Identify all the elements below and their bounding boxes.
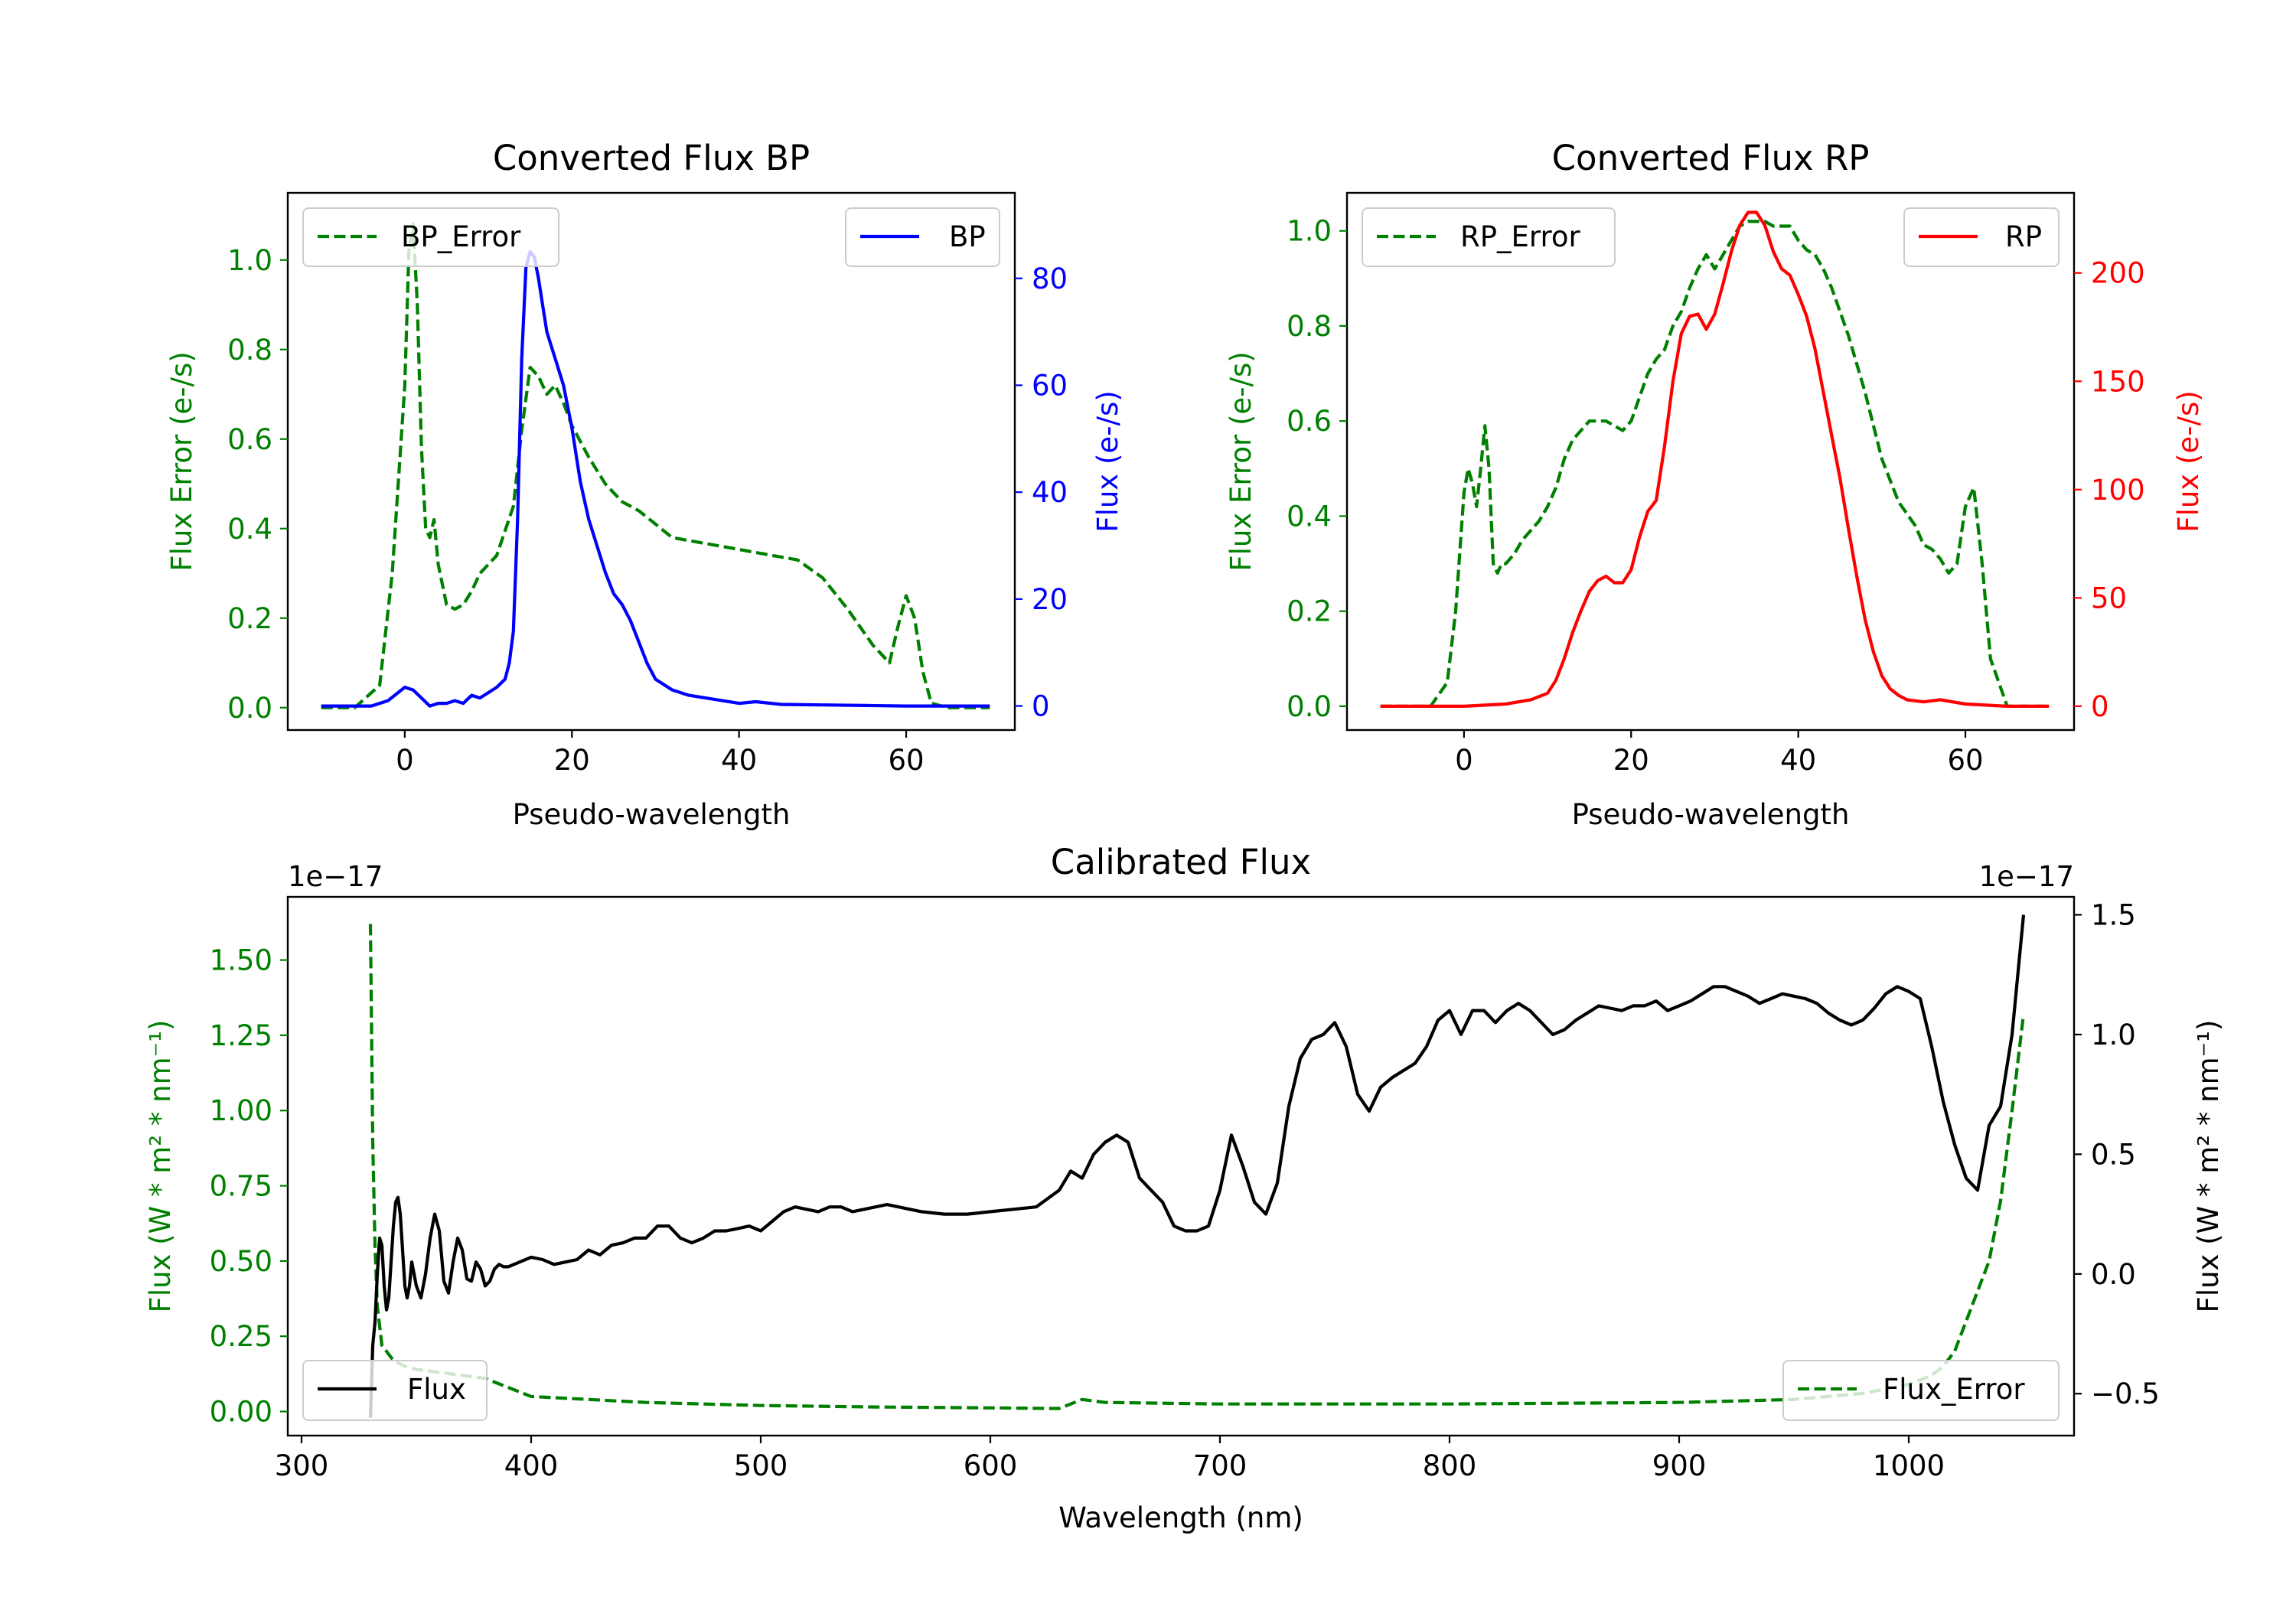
bp-right-axis-label: Flux (e-/s)	[1091, 390, 1124, 532]
bp-right-tick-label: 80	[1032, 262, 1068, 295]
bp-series-bp-error	[321, 222, 990, 709]
calibrated-right-axis-label: Flux (W * m² * nm⁻¹)	[2192, 1020, 2225, 1313]
bp-right-tick-label: 40	[1032, 476, 1068, 509]
bp-left-tick-label: 0.2	[227, 602, 272, 635]
bp-right-tick-label: 0	[1032, 690, 1050, 723]
bp-left-tick-label: 0.6	[227, 423, 272, 456]
rp-right-axis-label: Flux (e-/s)	[2172, 390, 2205, 532]
bp-ticks: 0 20 40 60 0.0 0.2 0.4 0.6 0.8 1.0 0 20 40 60 80	[227, 244, 1068, 777]
bp-axes-frame	[286, 191, 1016, 732]
rp-axes-frame	[1345, 191, 2076, 732]
calibrated-left-tick-label: 0.50	[210, 1245, 272, 1278]
calibrated-right-offset: 1e−17	[1979, 860, 2074, 893]
bp-x-tick-label: 0	[396, 744, 414, 777]
bp-legend-left-box	[302, 207, 559, 267]
bp-left-tick-label: 0.4	[227, 513, 272, 546]
calibrated-legend-error-label: Flux_Error	[1883, 1373, 2025, 1406]
rp-left-tick-label: 0.0	[1287, 690, 1332, 723]
rp-left-tick-label: 0.4	[1287, 500, 1332, 533]
rp-right-tick-label: 150	[2091, 365, 2145, 398]
rp-legend-error-label: RP_Error	[1460, 220, 1580, 253]
rp-right-tick-label: 200	[2091, 257, 2145, 290]
calibrated-legend-right-box	[1782, 1360, 2060, 1421]
rp-right-tick-label: 100	[2091, 474, 2145, 507]
calibrated-left-offset: 1e−17	[288, 860, 383, 893]
rp-x-tick-label: 20	[1613, 744, 1649, 777]
rp-x-tick-label: 0	[1455, 744, 1473, 777]
calibrated-x-tick-label: 1000	[1873, 1449, 1945, 1482]
bp-x-tick-label: 20	[554, 744, 590, 777]
bp-left-axis-label: Flux Error (e-/s)	[165, 351, 198, 571]
rp-x-tick-label: 40	[1780, 744, 1816, 777]
calibrated-title: Calibrated Flux	[1051, 842, 1311, 882]
bp-x-tick-label: 60	[888, 744, 924, 777]
calibrated-left-tick-label: 1.50	[210, 944, 272, 977]
calibrated-panel: Calibrated Flux 1e−17 1e−17 300 400 500 600…	[144, 842, 2225, 1534]
calibrated-left-tick-label: 0.75	[210, 1170, 272, 1203]
bp-legend-right: BP	[845, 207, 1000, 267]
calibrated-x-tick-label: 800	[1423, 1449, 1477, 1482]
calibrated-right-tick-label: 0.5	[2091, 1138, 2136, 1171]
rp-x-tick-label: 60	[1947, 744, 1983, 777]
bp-title: Converted Flux BP	[493, 138, 810, 178]
calibrated-legend-right: Flux_Error	[1782, 1360, 2060, 1421]
bp-panel: Converted Flux BP 0 20 40 60 0.0 0.2 0.4 0.6 0.8…	[165, 138, 1124, 831]
bp-right-tick-label: 60	[1032, 369, 1068, 402]
rp-legend-right-box	[1903, 207, 2060, 267]
rp-legend-rp-label: RP	[2005, 220, 2042, 253]
calibrated-right-tick-label: 0.0	[2091, 1258, 2136, 1291]
bp-legend-error-label: BP_Error	[401, 220, 521, 253]
bp-x-axis-label: Pseudo-wavelength	[513, 798, 791, 831]
rp-title: Converted Flux RP	[1552, 138, 1870, 178]
rp-left-tick-label: 0.2	[1287, 595, 1332, 628]
rp-right-tick-label: 0	[2091, 690, 2109, 723]
rp-series-rp-error	[1380, 220, 2050, 708]
rp-x-axis-label: Pseudo-wavelength	[1572, 798, 1850, 831]
calibrated-left-tick-label: 1.00	[210, 1094, 272, 1127]
bp-series-bp	[321, 249, 990, 708]
calibrated-left-tick-label: 0.25	[210, 1320, 272, 1353]
calibrated-x-tick-label: 600	[964, 1449, 1018, 1482]
rp-left-tick-label: 1.0	[1287, 215, 1332, 248]
calibrated-left-tick-label: 0.00	[210, 1396, 272, 1429]
rp-left-tick-label: 0.8	[1287, 310, 1332, 343]
rp-panel: Converted Flux RP 0 20 40 60 0.0 0.2 0.4 0.6 0.8…	[1225, 138, 2205, 831]
calibrated-x-axis-label: Wavelength (nm)	[1058, 1501, 1303, 1534]
rp-legend-left-box	[1362, 207, 1616, 267]
bp-legend-right-box	[845, 207, 1000, 267]
calibrated-right-tick-label: 1.5	[2091, 898, 2136, 931]
bp-legend-bp-label: BP	[949, 220, 986, 253]
calibrated-series-flux	[368, 914, 2026, 1418]
bp-left-tick-label: 0.0	[227, 692, 272, 725]
calibrated-right-tick-label: 1.0	[2091, 1019, 2136, 1051]
calibrated-x-tick-label: 900	[1652, 1449, 1707, 1482]
calibrated-legend-left-box	[302, 1360, 488, 1421]
rp-left-axis-label: Flux Error (e-/s)	[1225, 351, 1257, 571]
calibrated-left-tick-label: 1.25	[210, 1019, 272, 1052]
bp-x-tick-label: 40	[721, 744, 757, 777]
calibrated-x-tick-label: 300	[275, 1449, 329, 1482]
calibrated-right-tick-label: −0.5	[2091, 1377, 2160, 1410]
bp-plot-area	[321, 222, 990, 709]
calibrated-ticks: 300 400 500 600 700 800 900 1000 0.00 0.25 0.50 0.7…	[210, 898, 2160, 1482]
rp-left-tick-label: 0.6	[1287, 405, 1332, 438]
rp-right-tick-label: 50	[2091, 582, 2127, 614]
bp-left-tick-label: 1.0	[227, 244, 272, 277]
calibrated-left-axis-label: Flux (W * m² * nm⁻¹)	[144, 1020, 177, 1313]
bp-right-tick-label: 20	[1032, 583, 1068, 616]
calibrated-x-tick-label: 700	[1193, 1449, 1247, 1482]
rp-ticks: 0 20 40 60 0.0 0.2 0.4 0.6 0.8 1.0 0 50 100 150 200	[1287, 215, 2144, 777]
bp-left-tick-label: 0.8	[227, 334, 272, 367]
rp-plot-area	[1380, 210, 2050, 708]
calibrated-x-tick-label: 500	[734, 1449, 788, 1482]
rp-legend-left: RP_Error	[1362, 207, 1616, 267]
rp-series-rp	[1380, 210, 2050, 708]
calibrated-legend-left: Flux	[302, 1360, 488, 1421]
rp-legend-right: RP	[1903, 207, 2060, 267]
calibrated-axes-frame	[286, 895, 2076, 1437]
bp-legend-left: BP_Error	[302, 207, 559, 267]
calibrated-x-tick-label: 400	[504, 1449, 559, 1482]
calibrated-legend-flux-label: Flux	[407, 1373, 466, 1406]
